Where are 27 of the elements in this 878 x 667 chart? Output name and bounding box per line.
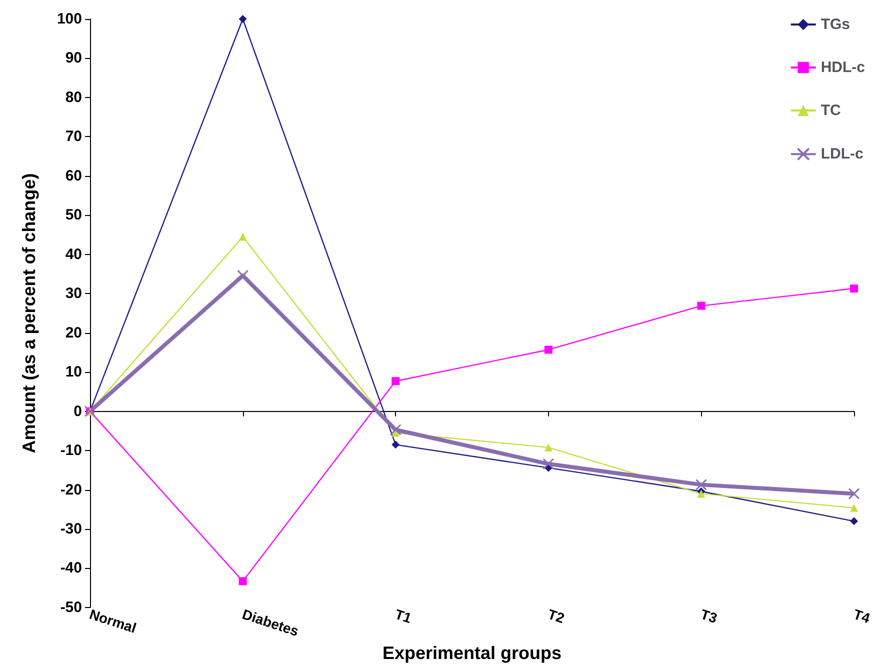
legend-label: TGs	[820, 16, 850, 33]
y-tick-label: 70	[65, 128, 82, 146]
x-tick-label: T3	[698, 606, 720, 626]
y-tick-label: 20	[65, 324, 82, 342]
y-tick-label: 10	[65, 364, 82, 381]
y-tick-label: 90	[65, 50, 82, 67]
y-tick-label: -40	[60, 560, 82, 577]
legend-label: LDL-c	[820, 146, 864, 163]
y-tick-label: -10	[60, 442, 82, 460]
y-tick-label: 60	[65, 167, 82, 184]
y-tick-label: 80	[65, 88, 82, 106]
legend-label: HDL-c	[820, 59, 866, 76]
y-tick-label: -50	[60, 598, 82, 616]
y-axis-title: Amount (as a percent of change)	[19, 173, 39, 454]
x-tick-label: T2	[546, 606, 567, 626]
y-tick-label: 50	[65, 206, 82, 224]
x-tick-label: Normal	[88, 606, 138, 636]
x-tick-label: T4	[852, 606, 872, 626]
y-tick-label: 30	[65, 285, 82, 302]
y-tick-label: 100	[56, 10, 82, 28]
x-tick-label: T1	[393, 606, 414, 626]
y-tick-label: -30	[60, 520, 82, 538]
legend-label: TC	[820, 102, 841, 119]
y-tick-label: 0	[74, 402, 82, 420]
y-tick-label: -20	[60, 481, 82, 498]
x-axis-title: Experimental groups	[382, 643, 562, 663]
y-tick-label: 40	[65, 246, 82, 263]
